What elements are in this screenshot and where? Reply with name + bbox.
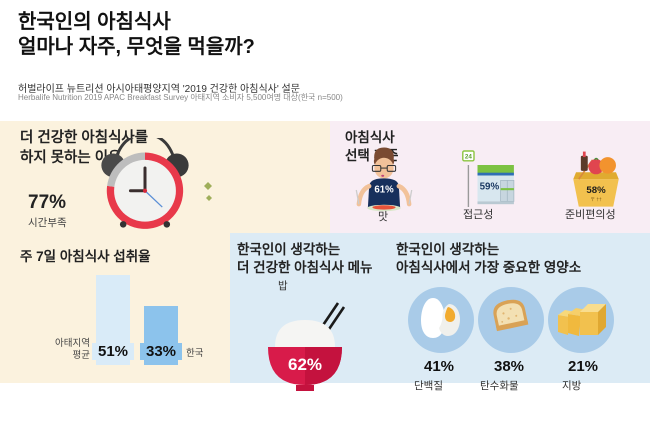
- svg-text:〒 ††: 〒 ††: [590, 197, 602, 203]
- svg-text:24: 24: [465, 154, 473, 161]
- svg-text:58%: 58%: [586, 185, 606, 196]
- svg-text:62%: 62%: [288, 355, 322, 374]
- svg-text:61%: 61%: [374, 185, 394, 196]
- svg-text:59%: 59%: [480, 182, 500, 193]
